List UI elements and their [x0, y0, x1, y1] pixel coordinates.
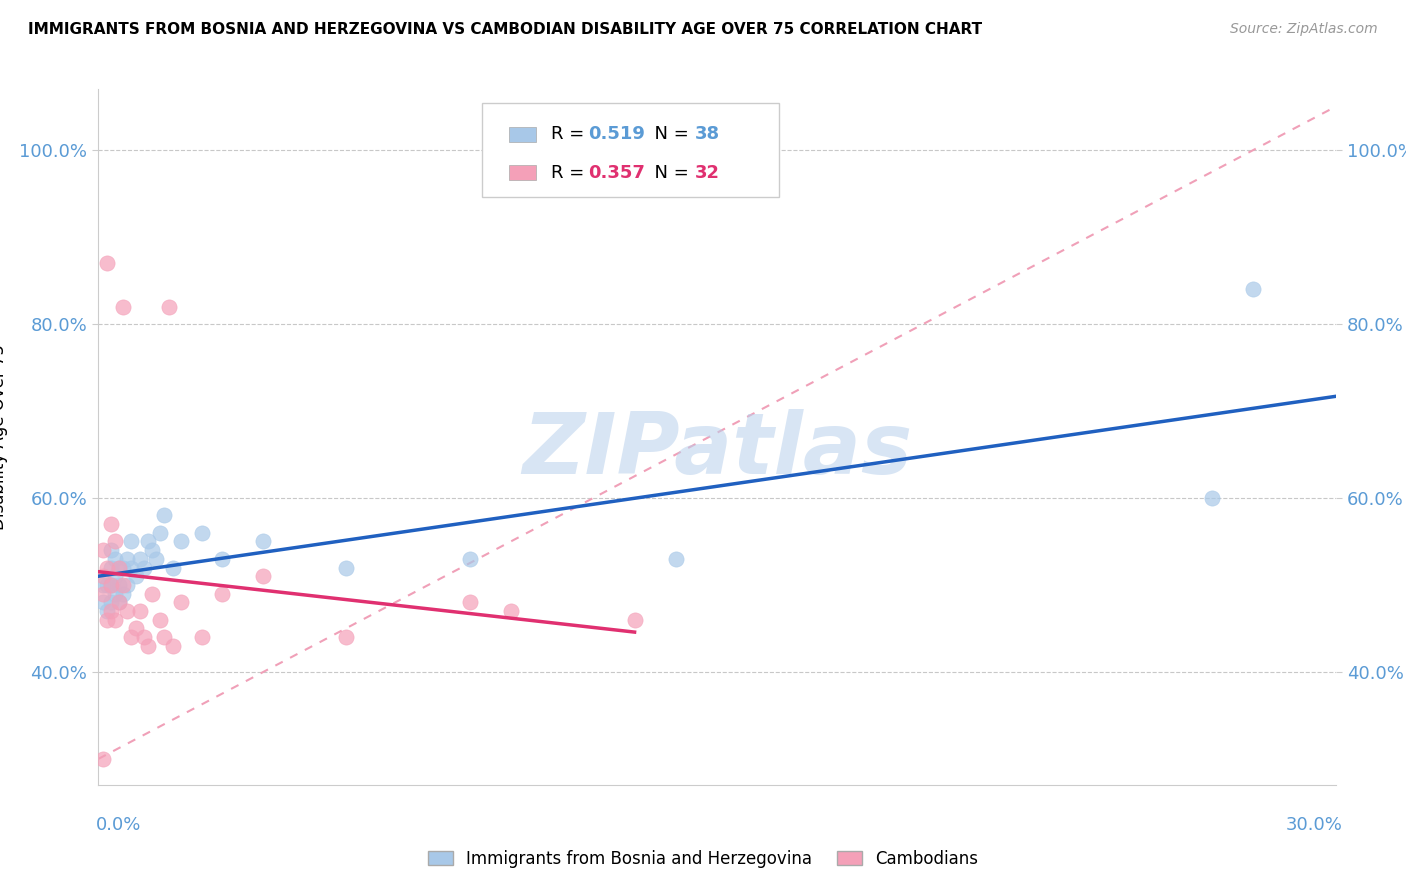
Point: [112, 560, 135, 574]
Point: [132, 560, 155, 574]
Point: [112, 300, 135, 314]
Point: [124, 621, 146, 635]
Point: [458, 595, 481, 609]
Point: [162, 639, 184, 653]
Point: [112, 587, 135, 601]
Text: R =: R =: [551, 126, 591, 144]
Point: [128, 551, 150, 566]
Point: [124, 569, 146, 583]
Point: [96, 256, 118, 270]
Point: [141, 543, 163, 558]
FancyBboxPatch shape: [509, 127, 537, 142]
Point: [96, 560, 118, 574]
Point: [335, 560, 357, 574]
Point: [335, 630, 357, 644]
Point: [91, 578, 114, 592]
Point: [108, 595, 131, 609]
Point: [96, 578, 118, 592]
Y-axis label: Disability Age Over 75: Disability Age Over 75: [0, 344, 8, 530]
Text: 32: 32: [695, 164, 720, 182]
Text: R =: R =: [551, 164, 591, 182]
Point: [141, 587, 163, 601]
Point: [100, 578, 122, 592]
Point: [117, 604, 139, 618]
Point: [153, 508, 176, 523]
Point: [91, 543, 114, 558]
Point: [96, 613, 118, 627]
Point: [104, 534, 127, 549]
Text: N =: N =: [643, 126, 695, 144]
Point: [100, 543, 122, 558]
Point: [1241, 282, 1264, 296]
Point: [132, 630, 155, 644]
Point: [190, 630, 212, 644]
Point: [117, 578, 139, 592]
Point: [1201, 491, 1223, 505]
Point: [128, 604, 150, 618]
Point: [100, 560, 122, 574]
Point: [170, 534, 193, 549]
Point: [211, 551, 233, 566]
Point: [96, 604, 118, 618]
Point: [252, 569, 274, 583]
Point: [108, 595, 131, 609]
Point: [190, 525, 212, 540]
Point: [104, 613, 127, 627]
Point: [136, 534, 159, 549]
Text: 0.0%: 0.0%: [96, 816, 141, 834]
Point: [170, 595, 193, 609]
Text: Source: ZipAtlas.com: Source: ZipAtlas.com: [1230, 22, 1378, 37]
Text: 30.0%: 30.0%: [1286, 816, 1343, 834]
Point: [91, 752, 114, 766]
Point: [665, 551, 688, 566]
Text: 38: 38: [695, 126, 720, 144]
Point: [252, 534, 274, 549]
Point: [149, 525, 172, 540]
Point: [104, 551, 127, 566]
FancyBboxPatch shape: [509, 165, 537, 180]
Text: N =: N =: [643, 164, 695, 182]
Point: [104, 569, 127, 583]
Point: [623, 613, 645, 627]
Point: [112, 578, 135, 592]
Point: [499, 604, 522, 618]
Point: [136, 639, 159, 653]
Point: [120, 560, 142, 574]
Point: [153, 630, 176, 644]
Point: [458, 551, 481, 566]
Point: [145, 551, 167, 566]
Point: [108, 560, 131, 574]
Text: ZIPatlas: ZIPatlas: [522, 409, 912, 492]
Point: [91, 569, 114, 583]
Point: [162, 560, 184, 574]
Point: [100, 604, 122, 618]
Point: [108, 578, 131, 592]
Point: [91, 587, 114, 601]
Text: 0.357: 0.357: [588, 164, 645, 182]
Point: [100, 595, 122, 609]
Point: [108, 560, 131, 574]
Point: [149, 613, 172, 627]
Point: [104, 587, 127, 601]
Point: [117, 551, 139, 566]
Text: IMMIGRANTS FROM BOSNIA AND HERZEGOVINA VS CAMBODIAN DISABILITY AGE OVER 75 CORRE: IMMIGRANTS FROM BOSNIA AND HERZEGOVINA V…: [28, 22, 983, 37]
Point: [100, 517, 122, 532]
Point: [120, 630, 142, 644]
FancyBboxPatch shape: [482, 103, 779, 197]
Text: 0.519: 0.519: [588, 126, 645, 144]
Point: [120, 534, 142, 549]
Point: [91, 595, 114, 609]
Point: [157, 300, 180, 314]
Point: [211, 587, 233, 601]
Point: [100, 578, 122, 592]
Legend: Immigrants from Bosnia and Herzegovina, Cambodians: Immigrants from Bosnia and Herzegovina, …: [420, 844, 986, 875]
